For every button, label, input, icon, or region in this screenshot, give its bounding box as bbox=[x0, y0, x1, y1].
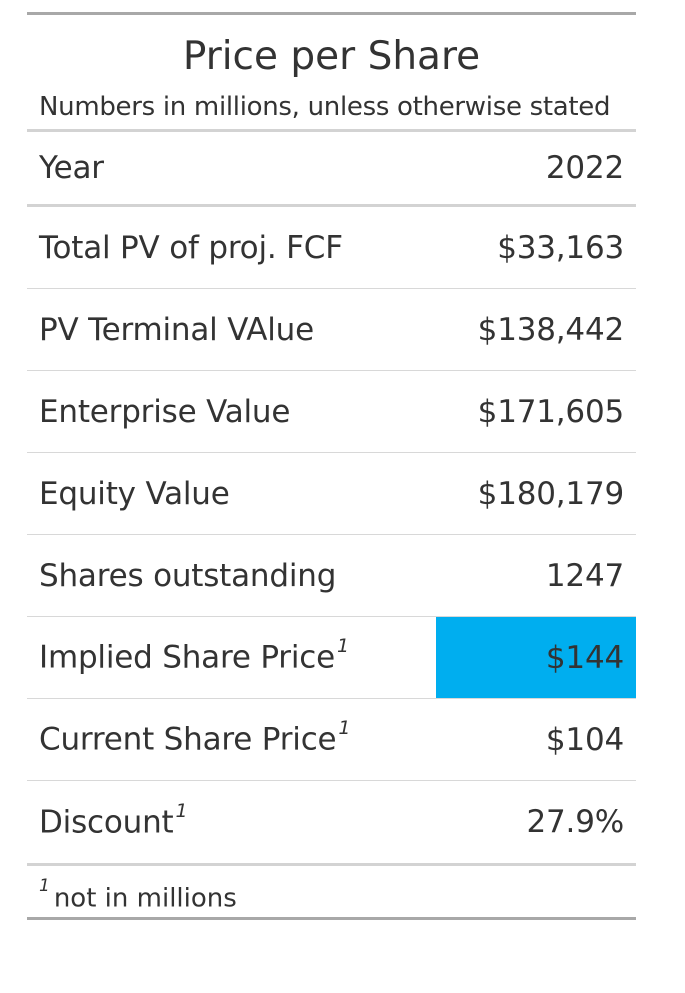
row-label: Total PV of proj. FCF bbox=[39, 229, 343, 266]
table-row-implied-share-price: Implied Share Price 1 $144 bbox=[27, 617, 636, 699]
footnote-text: not in millions bbox=[53, 883, 237, 914]
row-label: Implied Share Price 1 bbox=[27, 635, 349, 676]
title-divider bbox=[27, 129, 636, 132]
footnote-mark: 1 bbox=[39, 876, 50, 896]
table-row-current-share-price: Current Share Price 1 $104 bbox=[27, 699, 636, 781]
highlighted-value-cell: $144 bbox=[436, 617, 636, 698]
table-title: Price per Share bbox=[182, 34, 481, 79]
table-footnote: 1 not in millions bbox=[27, 866, 636, 917]
row-label-text: Discount bbox=[39, 804, 174, 841]
footnote-mark: 1 bbox=[175, 799, 188, 822]
row-value: 1247 bbox=[545, 557, 624, 594]
price-per-share-table: Price per Share Numbers in millions, unl… bbox=[27, 12, 636, 920]
column-header-row: Year 2022 bbox=[27, 132, 636, 204]
table-row-shares-outstanding: Shares outstanding 1247 bbox=[27, 535, 636, 617]
footnote-mark: 1 bbox=[338, 717, 351, 740]
footnote-mark: 1 bbox=[336, 635, 349, 658]
table-row-total-pv-fcf: Total PV of proj. FCF $33,163 bbox=[27, 207, 636, 289]
row-value: $104 bbox=[545, 721, 624, 758]
table-subtitle: Numbers in millions, unless otherwise st… bbox=[39, 92, 611, 122]
row-label: PV Terminal VAlue bbox=[39, 311, 314, 348]
row-label: Shares outstanding bbox=[39, 557, 337, 594]
table-row-discount: Discount 1 27.9% bbox=[27, 781, 636, 863]
row-label-text: Current Share Price bbox=[39, 721, 337, 758]
table-row-equity-value: Equity Value $180,179 bbox=[27, 453, 636, 535]
column-header-label: Year bbox=[39, 150, 104, 186]
table-row-pv-terminal-value: PV Terminal VAlue $138,442 bbox=[27, 289, 636, 371]
row-value: 27.9% bbox=[526, 804, 625, 840]
row-label: Current Share Price 1 bbox=[27, 717, 351, 758]
row-value: $138,442 bbox=[477, 311, 625, 348]
row-label: Enterprise Value bbox=[39, 393, 291, 430]
bottom-rule bbox=[27, 917, 636, 920]
row-value: $171,605 bbox=[477, 393, 625, 430]
table-row-enterprise-value: Enterprise Value $171,605 bbox=[27, 371, 636, 453]
row-label: Discount 1 bbox=[27, 800, 188, 841]
row-label-text: Implied Share Price bbox=[39, 639, 335, 676]
footer-divider bbox=[27, 863, 636, 866]
column-header-year: 2022 bbox=[545, 150, 624, 186]
header-divider bbox=[27, 204, 636, 207]
row-value: $180,179 bbox=[477, 475, 625, 512]
row-label: Equity Value bbox=[39, 475, 230, 512]
row-value: $33,163 bbox=[497, 229, 624, 266]
top-rule bbox=[27, 12, 636, 15]
